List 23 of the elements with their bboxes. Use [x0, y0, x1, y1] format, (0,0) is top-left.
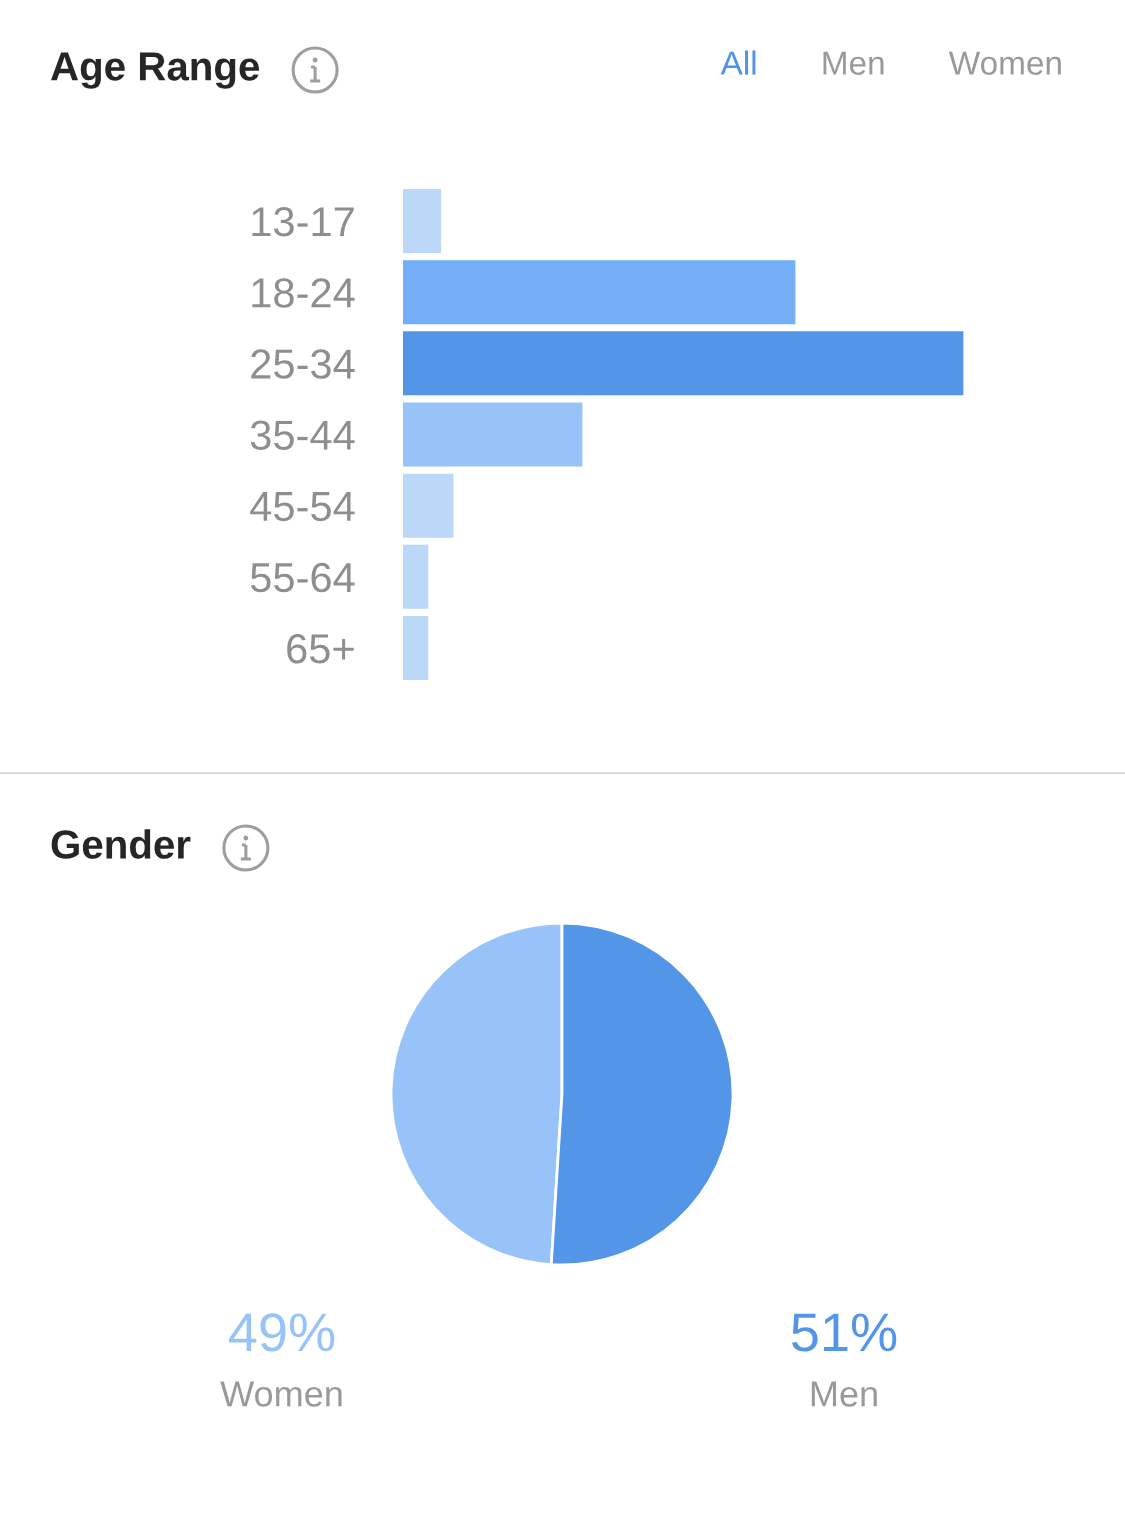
bar [403, 615, 429, 681]
y-tick-label: 18-24 [252, 278, 355, 308]
text: Women [948, 51, 1061, 75]
bar [403, 331, 964, 396]
chart-title: Gender [51, 829, 191, 859]
bar [403, 188, 442, 254]
slice-label: Women [220, 1381, 342, 1407]
text: All [720, 50, 756, 75]
bar [403, 473, 454, 538]
y-tick-label: 35-44 [250, 420, 355, 451]
text: Men [823, 51, 884, 75]
y-tick-label: 55-64 [250, 562, 355, 593]
bar [403, 402, 583, 467]
y-tick-label: 25-34 [251, 349, 355, 379]
data-label: 49% [229, 1313, 335, 1352]
y-tick-label: 13-17 [252, 206, 354, 237]
data-label: 51% [791, 1313, 897, 1352]
chart-title: Age Range [51, 52, 259, 89]
y-tick-label: 65+ [287, 634, 354, 664]
bar [403, 544, 429, 609]
y-tick-label: 45-54 [250, 492, 355, 522]
slice-label: Men [811, 1381, 877, 1407]
bar [403, 260, 796, 325]
